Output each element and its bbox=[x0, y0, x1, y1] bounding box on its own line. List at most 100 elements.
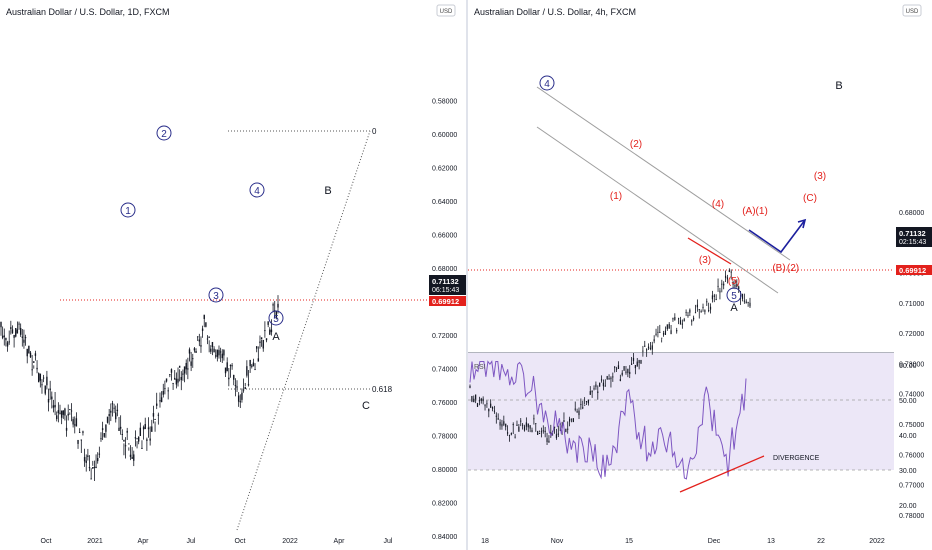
left-candle bbox=[13, 334, 15, 348]
right-candle bbox=[516, 420, 518, 426]
right-candle bbox=[655, 328, 657, 337]
left-candle bbox=[121, 429, 123, 440]
left-candle bbox=[277, 295, 279, 314]
right-candle bbox=[649, 342, 652, 351]
left-x-tick-label: Apr bbox=[138, 538, 150, 545]
right-candle bbox=[685, 309, 687, 317]
svg-text:4: 4 bbox=[254, 186, 260, 197]
left-candle bbox=[270, 319, 273, 336]
right-candle bbox=[506, 425, 509, 436]
left-candle bbox=[242, 378, 245, 393]
left-candle bbox=[24, 334, 27, 346]
right-candle bbox=[523, 424, 526, 432]
left-candle bbox=[188, 347, 191, 362]
left-candle bbox=[113, 403, 115, 414]
left-candle bbox=[177, 367, 179, 387]
left-candle bbox=[134, 430, 137, 447]
left-candle bbox=[133, 450, 135, 467]
left-candle bbox=[49, 380, 51, 400]
left-candle bbox=[0, 321, 2, 336]
left-candle bbox=[3, 328, 5, 346]
red-label-2b: (2) bbox=[787, 263, 799, 274]
red-label-4: (4) bbox=[712, 199, 724, 210]
right-currency-label: USD bbox=[906, 9, 919, 15]
left-candle bbox=[169, 374, 171, 378]
right-candle bbox=[661, 337, 663, 343]
left-candle bbox=[244, 382, 246, 390]
right-candle bbox=[529, 425, 531, 433]
left-y-tick-label: 0.58000 bbox=[432, 98, 457, 105]
left-candle bbox=[23, 329, 25, 349]
right-candle bbox=[544, 426, 546, 438]
left-candle bbox=[231, 363, 233, 370]
left-candle bbox=[249, 359, 251, 373]
left-candle bbox=[46, 370, 48, 390]
left-candle bbox=[162, 383, 164, 398]
left-candle bbox=[260, 337, 263, 347]
right-candle bbox=[508, 434, 511, 442]
right-candle bbox=[719, 287, 721, 300]
left-candle bbox=[146, 437, 148, 451]
left-candle bbox=[128, 443, 130, 451]
left-y-tick-label: 0.66000 bbox=[432, 232, 457, 239]
red-label-b: (B) bbox=[772, 263, 785, 274]
left-candle bbox=[224, 367, 227, 377]
right-candle bbox=[482, 396, 484, 405]
left-candle bbox=[257, 346, 260, 362]
right-candle bbox=[659, 324, 661, 333]
right-candle bbox=[724, 270, 727, 282]
right-candle bbox=[548, 435, 550, 443]
left-candle bbox=[198, 333, 201, 347]
left-candle bbox=[119, 415, 122, 435]
left-currency-badge[interactable] bbox=[436, 4, 456, 17]
left-candle bbox=[6, 340, 9, 352]
right-y-tick-label: 0.73000 bbox=[899, 361, 924, 368]
panel-divider[interactable] bbox=[466, 0, 468, 550]
left-candle bbox=[233, 374, 235, 386]
right-candle bbox=[574, 401, 576, 412]
left-candle bbox=[80, 439, 83, 454]
right-candle bbox=[608, 374, 610, 380]
right-candle bbox=[499, 419, 501, 430]
left-candle bbox=[36, 360, 38, 374]
right-y-tick-label: 0.77000 bbox=[899, 483, 924, 490]
right-candle bbox=[666, 324, 668, 331]
right-candle bbox=[672, 317, 674, 322]
right-currency-badge[interactable] bbox=[902, 4, 922, 17]
left-wave-5: 5 bbox=[268, 310, 284, 326]
right-candle bbox=[612, 372, 614, 382]
left-candle bbox=[87, 448, 89, 461]
right-candle bbox=[585, 400, 588, 406]
left-candle bbox=[265, 338, 268, 343]
right-candle bbox=[631, 357, 633, 365]
right-candle bbox=[677, 317, 680, 325]
left-countdown: 06:15:43 bbox=[432, 287, 459, 294]
right-candle bbox=[538, 430, 541, 434]
left-candle bbox=[108, 408, 110, 425]
right-x-tick-label: 18 bbox=[481, 538, 489, 545]
left-candle bbox=[93, 460, 96, 482]
left-x-tick-label: Jul bbox=[384, 538, 393, 545]
left-candle bbox=[237, 392, 240, 407]
left-x-tick-label: 2022 bbox=[282, 538, 298, 545]
right-candle bbox=[723, 281, 725, 290]
right-countdown: 02:15:43 bbox=[899, 239, 926, 246]
left-candle bbox=[215, 349, 217, 359]
left-candle bbox=[192, 353, 194, 368]
left-y-tick-label: 0.84000 bbox=[432, 534, 457, 541]
left-candle bbox=[180, 371, 182, 391]
left-candle bbox=[59, 404, 61, 415]
left-candle bbox=[95, 454, 97, 469]
left-x-tick-label: Apr bbox=[334, 538, 346, 545]
right-candle bbox=[490, 399, 492, 408]
right-candle bbox=[698, 309, 700, 319]
left-candle bbox=[64, 407, 66, 421]
left-candles bbox=[0, 295, 279, 482]
right-chart-title: Australian Dollar / U.S. Dollar, 4h, FXC… bbox=[474, 7, 636, 17]
left-candle bbox=[69, 409, 71, 415]
right-candle bbox=[623, 366, 625, 371]
right-candle bbox=[681, 319, 683, 329]
left-wave-1: 1 bbox=[120, 202, 136, 218]
left-candle bbox=[54, 391, 56, 416]
right-candle bbox=[730, 269, 732, 280]
